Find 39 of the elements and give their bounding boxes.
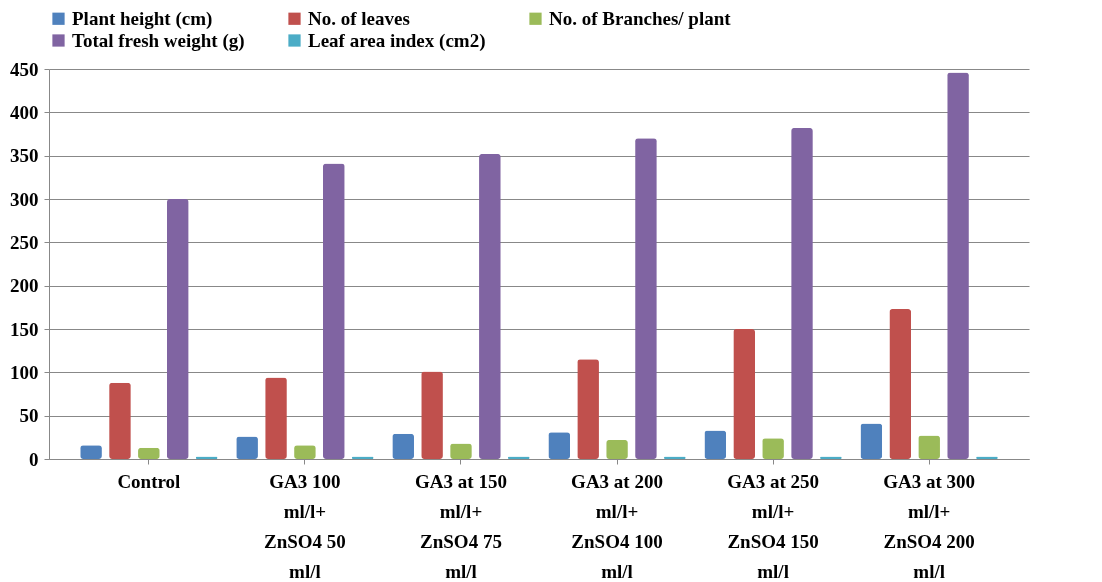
y-tick-label: 250 <box>10 231 39 253</box>
y-tick-label: 50 <box>19 405 39 427</box>
y-tick-label: 200 <box>10 275 39 297</box>
bar <box>947 72 969 459</box>
legend-label: No. of Branches/ plant <box>549 7 732 29</box>
y-tick-label: 0 <box>29 448 39 470</box>
legend-label: Total fresh weight (g) <box>72 29 245 52</box>
bar <box>733 329 756 459</box>
x-tick-label: GA3 at 150 ml/l+ ZnSO4 75 ml/l <box>415 470 507 582</box>
bar <box>166 199 189 459</box>
bar <box>635 138 657 459</box>
bar <box>322 163 345 459</box>
bar <box>548 432 571 459</box>
bar <box>704 430 727 459</box>
bar <box>860 423 883 459</box>
y-tick-label: 450 <box>10 58 39 80</box>
y-tick-label: 400 <box>10 101 39 123</box>
x-tick-label: GA3 at 200 ml/l+ ZnSO4 100 ml/l <box>571 470 663 582</box>
bar <box>265 377 287 459</box>
y-tick-label: 300 <box>10 188 39 210</box>
legend-label: Plant height (cm) <box>72 7 213 30</box>
bar <box>889 309 912 459</box>
x-tick-label: GA3 100 ml/l+ ZnSO4 50 ml/l <box>264 470 346 582</box>
bar <box>791 127 813 459</box>
y-tick-label: 350 <box>10 145 39 167</box>
bar <box>606 439 628 459</box>
x-tick-label: GA3 at 250 ml/l+ ZnSO4 150 ml/l <box>727 470 819 582</box>
x-tick-label: Control <box>117 470 181 492</box>
bar <box>918 435 940 459</box>
bar <box>577 359 599 459</box>
y-tick-label: 100 <box>10 361 39 383</box>
legend-label: No. of leaves <box>308 7 410 29</box>
bar <box>479 153 501 459</box>
bar <box>421 371 443 459</box>
legend-label: Leaf area index (cm2) <box>308 29 486 52</box>
x-tick-label: GA3 at 300 ml/l+ ZnSO4 200 ml/l <box>883 470 976 582</box>
bar <box>109 382 131 459</box>
bar <box>392 433 414 459</box>
y-tick-label: 150 <box>10 318 39 340</box>
